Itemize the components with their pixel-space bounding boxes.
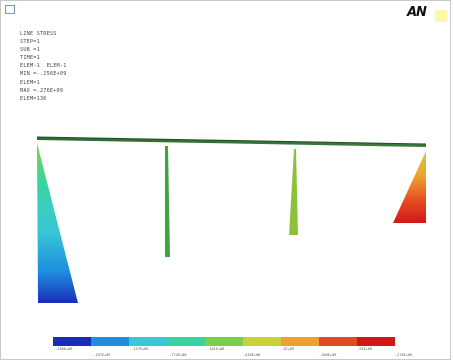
contour-legend-bar	[53, 337, 395, 346]
info-line-min-elem: ELEM=1	[20, 79, 40, 86]
legend-swatch-1	[53, 337, 91, 346]
legend-label-top-1: -.256E+09	[53, 347, 73, 351]
legend-label-bottom-3: .416E+08	[243, 353, 261, 357]
legend-swatch-3	[129, 337, 167, 346]
result-info-block: LINE STRESS STEP=1 SUB =1 TIME=1 ELEM-1 …	[20, 30, 67, 103]
legend-swatch-2	[91, 337, 129, 346]
column-mid-right	[289, 149, 298, 235]
legend-swatch-5	[205, 337, 243, 346]
beam-top	[37, 137, 426, 147]
column-mid-left	[165, 146, 170, 257]
info-line-max-elem: ELEM=136	[20, 95, 47, 102]
window-corner-marker	[5, 5, 15, 14]
legend-label-bottom-1: -.197E+09	[91, 353, 111, 357]
info-line-time: TIME=1	[20, 55, 40, 62]
legend-label-bottom-4: .160E+09	[319, 353, 337, 357]
info-line-min: MIN =-.256E+09	[20, 71, 67, 78]
logo-swatch	[435, 10, 447, 22]
beam-top-edge	[36, 136, 427, 145]
legend-label-top-3: -.181E+08	[205, 347, 225, 351]
legend-label-top-4: .1E+09	[281, 347, 294, 351]
legend-swatch-7	[281, 337, 319, 346]
column-left	[37, 143, 78, 303]
info-line-step: STEP=1	[20, 39, 40, 46]
ansys-logo: AN	[407, 5, 447, 22]
legend-label-top-2: -.137E+09	[129, 347, 149, 351]
legend-label-top-5: .22E+09	[357, 347, 373, 351]
info-line-max: MAX =.276E+09	[20, 87, 64, 94]
info-line-sub: SUB =1	[20, 47, 40, 54]
legend-label-bottom-2: -.774E+08	[167, 353, 187, 357]
legend-swatch-8	[319, 337, 357, 346]
logo-text: AN	[407, 5, 427, 20]
legend-swatch-4	[167, 337, 205, 346]
legend-swatch-6	[243, 337, 281, 346]
info-line-title: LINE STRESS	[20, 31, 57, 37]
column-right	[393, 151, 426, 223]
legend-label-bottom-5: .276E+09	[395, 353, 413, 357]
contour-legend-labels: -.256E+09 -.137E+09 -.181E+08 .1E+09 .22…	[1, 347, 453, 359]
legend-swatch-9	[357, 337, 395, 346]
info-line-elem-pair: ELEM-1 ELEM-1	[20, 63, 67, 70]
